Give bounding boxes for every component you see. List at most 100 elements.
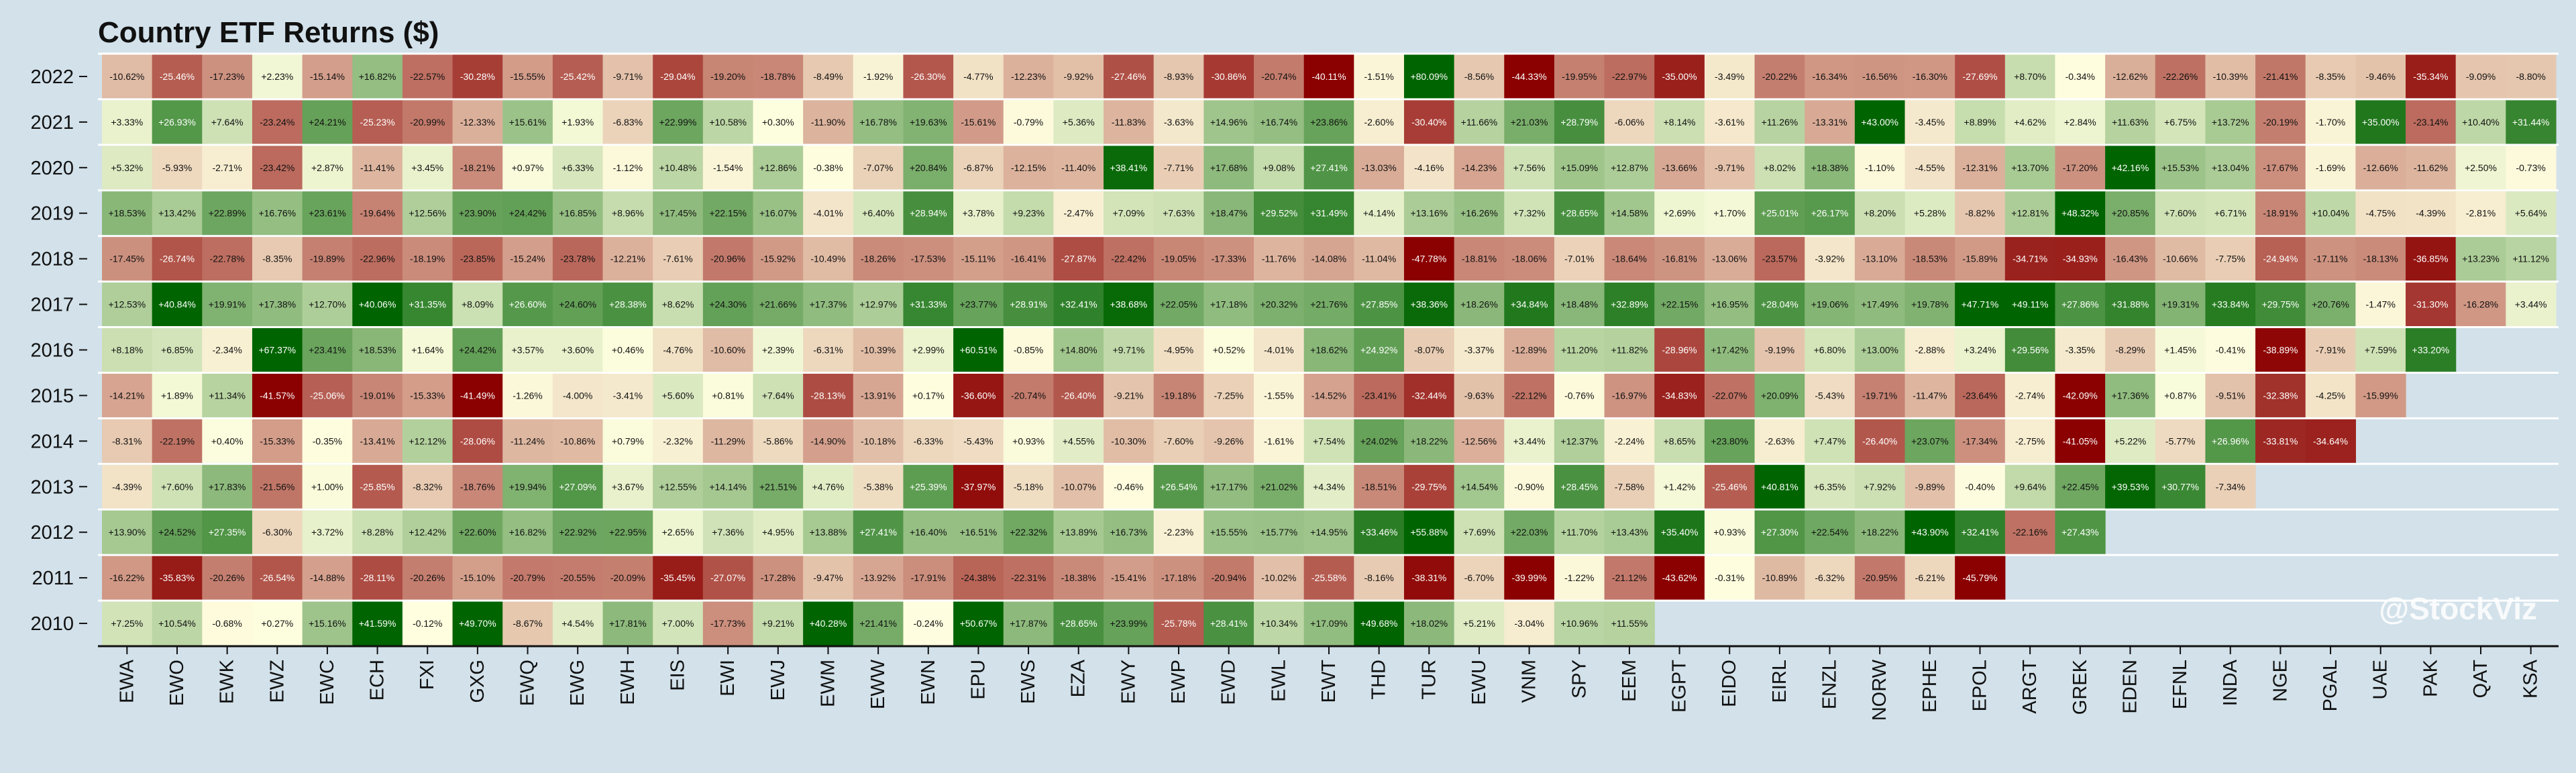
cell-value-label: +10.96% [1560, 618, 1598, 629]
cell-value-label: -1.47% [2366, 299, 2396, 310]
cell-value-label: -8.93% [1164, 71, 1193, 82]
cell-value-label: +16.40% [910, 527, 947, 537]
heatmap-cell [1754, 146, 1805, 190]
cell-value-label: +3.33% [111, 117, 143, 127]
heatmap-cell [903, 373, 954, 417]
cell-value-label: +22.54% [1811, 527, 1849, 537]
heatmap-cell [702, 556, 754, 600]
heatmap-cell [753, 282, 804, 327]
cell-value-label: +8.09% [462, 299, 494, 310]
heatmap-cell [552, 191, 604, 236]
ticker-label: EWZ [266, 660, 288, 703]
heatmap-cell [502, 510, 553, 554]
heatmap-cell [1354, 510, 1405, 554]
heatmap-cell [953, 146, 1004, 190]
cell-value-label: -8.32% [413, 481, 442, 492]
cell-value-label: +3.44% [1513, 435, 1546, 446]
cell-value-label: -22.26% [2163, 71, 2198, 82]
heatmap-cell [1704, 419, 1756, 463]
heatmap-cell [753, 237, 804, 281]
ticker-label: THD [1368, 660, 1390, 700]
heatmap-cell [953, 328, 1004, 372]
heatmap-cell [1554, 419, 1605, 463]
cell-value-label: +2.23% [261, 71, 293, 82]
cell-value-label: +10.04% [2312, 208, 2349, 219]
heatmap-cell [502, 556, 553, 600]
heatmap-cell [2355, 373, 2406, 417]
cell-value-label: +19.31% [2161, 299, 2199, 310]
cell-value-label: -11.47% [1913, 390, 1947, 401]
heatmap-cell [1254, 146, 1305, 190]
heatmap-cell [1805, 556, 1856, 600]
heatmap-cell [1104, 54, 1155, 99]
cell-value-label: +18.26% [1460, 299, 1498, 310]
cell-value-label: -1.12% [613, 162, 643, 173]
heatmap-cell [352, 328, 403, 372]
heatmap-cell [502, 419, 553, 463]
cell-value-label: -5.43% [1815, 390, 1844, 401]
heatmap-cell [1254, 282, 1305, 327]
cell-value-label: +7.60% [2164, 208, 2196, 219]
heatmap-cell [1654, 54, 1705, 99]
cell-value-label: -13.03% [1362, 162, 1397, 173]
cell-value-label: -6.87% [963, 162, 993, 173]
heatmap-cell [1554, 237, 1605, 281]
cell-value-label: -0.76% [1564, 390, 1594, 401]
heatmap-cell [1254, 328, 1305, 372]
cell-value-label: +10.40% [2462, 117, 2500, 127]
heatmap-cell [1854, 419, 1906, 463]
cell-value-label: +3.72% [311, 527, 343, 537]
heatmap-cell [1854, 146, 1906, 190]
heatmap-cell [1604, 601, 1655, 646]
ticker-label: EIDO [1719, 660, 1740, 707]
heatmap-cell [2155, 146, 2206, 190]
cell-value-label: +8.28% [362, 527, 394, 537]
cell-value-label: +16.76% [258, 208, 296, 219]
cell-value-label: +12.81% [2011, 208, 2049, 219]
cell-value-label: -20.79% [510, 572, 545, 583]
heatmap-cell [1153, 328, 1204, 372]
heatmap-cell [1854, 328, 1906, 372]
heatmap-cell [1504, 237, 1555, 281]
heatmap-cell [202, 464, 253, 509]
heatmap-cell [1153, 191, 1204, 236]
cell-value-label: +26.96% [2212, 435, 2249, 446]
heatmap-cell [1254, 510, 1305, 554]
cell-value-label: -2.63% [1765, 435, 1794, 446]
cell-value-label: +3.44% [2515, 299, 2547, 310]
ticker-label: NGE [2269, 660, 2291, 702]
heatmap-cell [1003, 373, 1055, 417]
cell-value-label: +35.40% [1661, 527, 1699, 537]
heatmap-cell [552, 237, 604, 281]
year-label: 2017 [30, 295, 74, 316]
cell-value-label: -18.51% [1362, 481, 1397, 492]
cell-value-label: +6.40% [862, 208, 894, 219]
heatmap-cell [1754, 373, 1805, 417]
cell-value-label: -20.09% [610, 572, 645, 583]
heatmap-cell [953, 191, 1004, 236]
cell-value-label: +24.52% [158, 527, 196, 537]
cell-value-label: -33.81% [2263, 435, 2298, 446]
cell-value-label: -3.49% [1715, 71, 1744, 82]
heatmap-cell [2004, 237, 2056, 281]
cell-value-label: +12.37% [1560, 435, 1598, 446]
cell-value-label: +38.68% [1110, 299, 1148, 310]
cell-value-label: -27.46% [1111, 71, 1146, 82]
heatmap-cell [1904, 282, 1955, 327]
cell-value-label: -15.99% [2363, 390, 2398, 401]
ticker-label: EWQ [517, 660, 539, 706]
ticker-label: EWW [867, 659, 889, 709]
heatmap-cell [452, 100, 503, 144]
ticker-label: UAE [2370, 660, 2392, 700]
cell-value-label: +23.86% [1310, 117, 1348, 127]
heatmap-cell [2205, 464, 2256, 509]
cell-value-label: +21.76% [1310, 299, 1348, 310]
cell-value-label: +13.43% [1611, 527, 1648, 537]
cell-value-label: -20.99% [410, 117, 445, 127]
cell-value-label: -30.28% [460, 71, 495, 82]
cell-value-label: -3.61% [1715, 117, 1744, 127]
cell-value-label: +1.70% [1713, 208, 1746, 219]
heatmap-cell [1604, 556, 1655, 600]
heatmap-cell [2305, 328, 2356, 372]
heatmap-cell [1153, 54, 1204, 99]
